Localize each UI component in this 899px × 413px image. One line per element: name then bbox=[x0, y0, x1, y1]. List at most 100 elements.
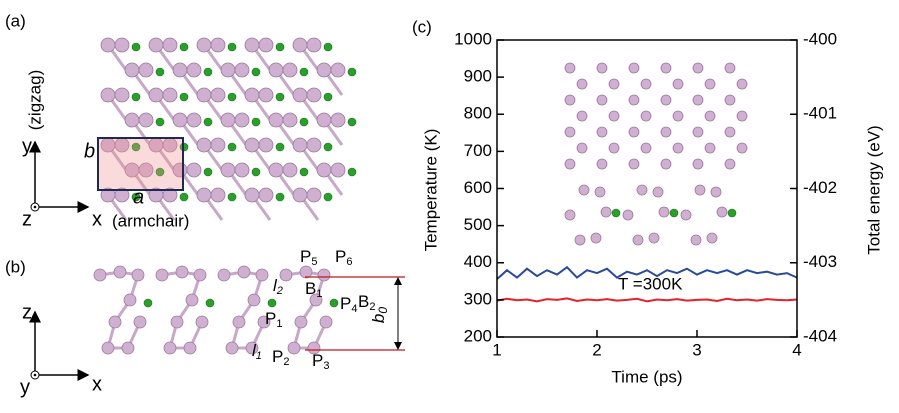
atom bbox=[660, 158, 672, 170]
atom bbox=[186, 162, 202, 178]
axis-name: y bbox=[20, 376, 30, 398]
boron bbox=[179, 42, 189, 52]
boron bbox=[275, 42, 285, 52]
atom-label: l2 bbox=[273, 276, 283, 296]
atom bbox=[237, 265, 251, 279]
atom bbox=[170, 315, 184, 329]
atom bbox=[244, 37, 260, 53]
atom bbox=[704, 110, 716, 122]
y-axis-label: Temperature (K) bbox=[421, 129, 440, 252]
label-base: P bbox=[272, 347, 283, 366]
y2-tick-label: -400 bbox=[803, 29, 837, 48]
atom bbox=[258, 187, 274, 203]
atom bbox=[258, 137, 274, 153]
atom bbox=[123, 293, 137, 307]
atom bbox=[319, 315, 333, 329]
boron bbox=[347, 117, 357, 127]
label-base: P bbox=[300, 247, 311, 266]
atom bbox=[244, 137, 260, 153]
boron bbox=[227, 42, 237, 52]
series-line bbox=[496, 297, 798, 303]
panel-label: (a) bbox=[5, 11, 26, 30]
boron bbox=[179, 92, 189, 102]
label-sub: 4 bbox=[351, 303, 357, 315]
label-base: P bbox=[312, 351, 323, 370]
atom bbox=[210, 37, 226, 53]
boron bbox=[323, 92, 333, 102]
atom bbox=[138, 162, 154, 178]
axis-origin bbox=[33, 205, 37, 209]
label-sub: 2 bbox=[276, 285, 283, 297]
atom bbox=[576, 78, 588, 90]
y-tick-label: 300 bbox=[464, 289, 492, 308]
axis-origin bbox=[33, 373, 37, 377]
y-tick-label: 900 bbox=[464, 67, 492, 86]
boron bbox=[323, 192, 333, 202]
atom bbox=[590, 232, 602, 244]
x-axis-label: Time (ps) bbox=[611, 367, 682, 386]
atom bbox=[186, 62, 202, 78]
label-sub: 1 bbox=[276, 318, 282, 330]
label-base: l bbox=[252, 341, 257, 360]
atom bbox=[648, 232, 660, 244]
y2-axis-label: Total energy (eV) bbox=[864, 125, 883, 254]
atom bbox=[564, 94, 576, 106]
x-tick-label: 3 bbox=[692, 340, 701, 359]
atom bbox=[690, 234, 702, 246]
boron bbox=[275, 192, 285, 202]
atom bbox=[172, 112, 188, 128]
atom bbox=[124, 112, 140, 128]
atom-label: P6 bbox=[335, 247, 352, 267]
atom bbox=[574, 234, 586, 246]
atom bbox=[196, 137, 212, 153]
boron bbox=[251, 67, 261, 77]
atom bbox=[268, 112, 284, 128]
boron bbox=[227, 92, 237, 102]
boron bbox=[251, 117, 261, 127]
atom bbox=[660, 126, 672, 138]
atom bbox=[121, 341, 135, 355]
label-base: P bbox=[335, 247, 346, 266]
atom bbox=[175, 265, 189, 279]
y2-tick-label: -401 bbox=[803, 104, 837, 123]
atom bbox=[330, 62, 346, 78]
boron bbox=[323, 142, 333, 152]
atom bbox=[257, 315, 271, 329]
atom bbox=[640, 78, 652, 90]
x-tick-label: 4 bbox=[792, 340, 801, 359]
atom bbox=[196, 187, 212, 203]
atom bbox=[640, 110, 652, 122]
atom bbox=[282, 112, 298, 128]
atom bbox=[258, 37, 274, 53]
atom bbox=[255, 268, 269, 282]
y2-tick-label: -404 bbox=[803, 326, 837, 345]
atom bbox=[220, 162, 236, 178]
atom bbox=[632, 234, 644, 246]
atom bbox=[704, 78, 716, 90]
atom bbox=[736, 142, 748, 154]
atom bbox=[596, 62, 608, 74]
atom bbox=[210, 137, 226, 153]
label-base: l bbox=[273, 276, 278, 295]
dim-label: b0 bbox=[369, 307, 390, 323]
boron bbox=[251, 167, 261, 177]
boron bbox=[155, 67, 165, 77]
atom bbox=[672, 78, 684, 90]
atom bbox=[680, 209, 692, 221]
atom bbox=[220, 62, 236, 78]
atom bbox=[186, 112, 202, 128]
boron bbox=[299, 167, 309, 177]
atom bbox=[100, 87, 116, 103]
atom bbox=[692, 158, 704, 170]
boron bbox=[131, 92, 141, 102]
atom bbox=[185, 293, 199, 307]
atom bbox=[258, 87, 274, 103]
atom bbox=[287, 341, 301, 355]
atom bbox=[596, 126, 608, 138]
boron bbox=[299, 67, 309, 77]
label-sub: 1 bbox=[316, 288, 322, 300]
atom bbox=[282, 62, 298, 78]
atom bbox=[292, 37, 308, 53]
atom bbox=[330, 112, 346, 128]
